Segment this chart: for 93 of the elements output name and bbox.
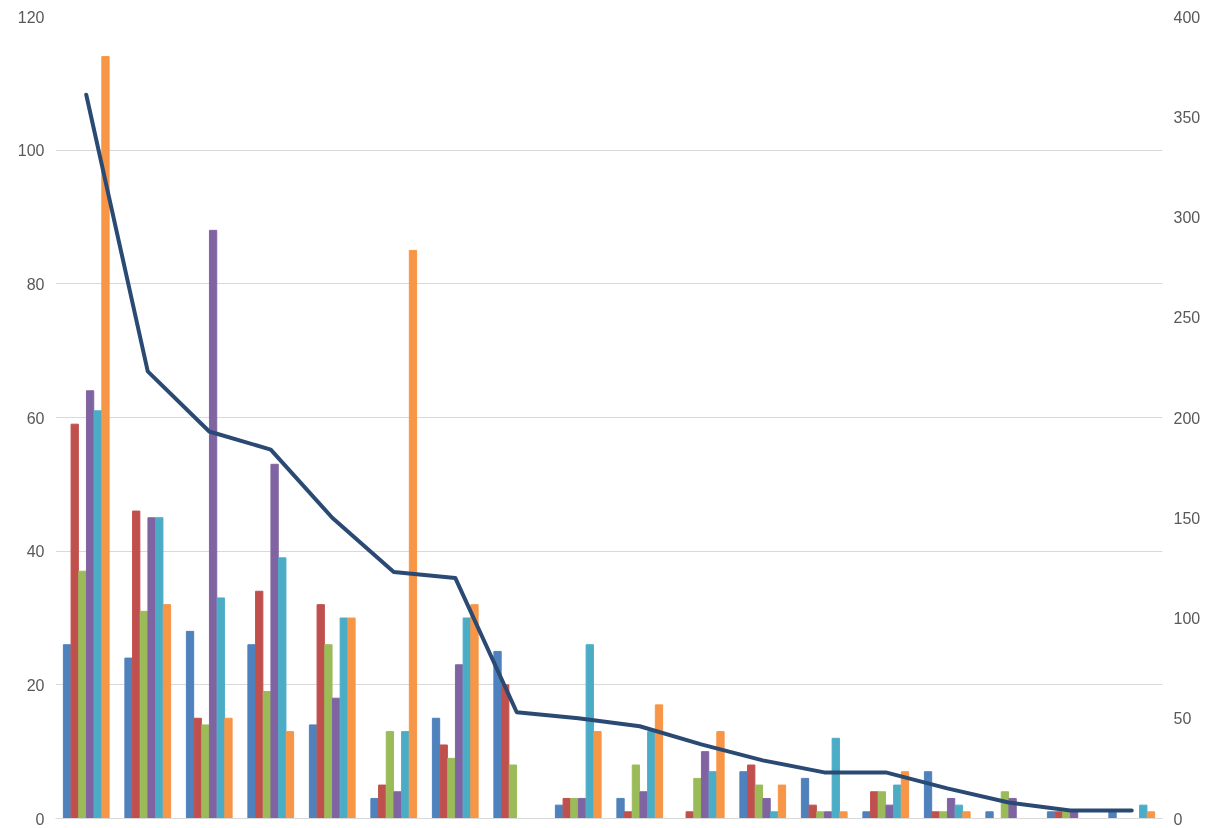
bar [616, 797, 625, 819]
bar [132, 510, 141, 819]
bar [70, 423, 79, 819]
bar [647, 731, 656, 819]
bar [893, 784, 902, 819]
y-tick-label: 0 [35, 810, 45, 828]
bar [939, 811, 948, 819]
bar [885, 804, 894, 819]
bar [501, 684, 510, 819]
bar [101, 56, 110, 819]
bar [155, 517, 164, 819]
bar [716, 731, 725, 819]
bar [839, 811, 848, 819]
bar [562, 797, 571, 819]
bar [201, 724, 210, 819]
bar [124, 657, 133, 819]
bar [224, 717, 233, 819]
bar [831, 737, 840, 819]
bar [393, 791, 402, 819]
bar [931, 811, 940, 819]
bar [278, 557, 287, 819]
bar [754, 784, 764, 819]
bar [285, 731, 295, 819]
bar [439, 744, 448, 819]
bar [193, 717, 202, 819]
bar [639, 791, 648, 819]
bar [78, 570, 87, 819]
bar [962, 811, 971, 819]
bar [693, 777, 702, 819]
bar [347, 617, 356, 819]
bar [1146, 811, 1156, 819]
bar [378, 784, 387, 819]
bar [816, 811, 825, 819]
bar [462, 617, 471, 819]
bar [985, 811, 994, 819]
bar [185, 630, 195, 819]
bar [800, 777, 810, 819]
bar [954, 804, 963, 819]
bar [877, 791, 887, 819]
bar [585, 644, 594, 819]
bar [508, 764, 518, 819]
bar [654, 704, 664, 819]
bar [316, 604, 325, 819]
y-tick-label: 100 [17, 142, 45, 160]
bar [216, 597, 225, 819]
y2-tick-label: 300 [1173, 209, 1201, 226]
bar [370, 797, 379, 819]
bar [447, 757, 456, 819]
y2-tick-label: 100 [1173, 610, 1201, 627]
y-tick-label: 60 [26, 409, 45, 427]
bar [593, 731, 602, 819]
bar [1139, 804, 1148, 819]
bar [739, 771, 748, 819]
bar [247, 644, 256, 819]
y-tick-label: 80 [26, 275, 45, 293]
bar [162, 604, 172, 819]
bar [631, 764, 641, 819]
bar [624, 811, 633, 819]
bar [747, 764, 756, 819]
y2-tick-label: 0 [1173, 810, 1183, 828]
y-tick-label: 20 [26, 676, 45, 694]
bar [470, 604, 479, 819]
y2-tick-label: 250 [1173, 309, 1201, 327]
bar [762, 797, 771, 819]
bar [208, 229, 218, 819]
bar [93, 410, 102, 819]
bar [270, 463, 279, 819]
y-tick-label: 40 [26, 543, 45, 561]
bar [147, 517, 156, 819]
y2-tick-label: 350 [1173, 108, 1201, 126]
bar [493, 650, 502, 819]
bar [862, 811, 871, 819]
bar [1054, 811, 1063, 819]
y2-tick-label: 200 [1173, 409, 1201, 427]
bar [870, 791, 879, 819]
bar [324, 644, 333, 819]
bar [255, 590, 264, 819]
bar [570, 797, 579, 819]
bar [408, 249, 418, 819]
y2-tick-label: 150 [1173, 509, 1201, 527]
bar [401, 731, 410, 819]
bar [777, 784, 787, 819]
bar [1108, 811, 1117, 819]
line-series [84, 92, 1134, 813]
y2-tick-label: 50 [1173, 710, 1192, 728]
bar [708, 771, 717, 819]
y-tick-label: 120 [17, 8, 45, 26]
bar [339, 617, 348, 819]
y2-tick-label: 400 [1173, 8, 1201, 26]
bar [685, 811, 694, 819]
bar [770, 811, 779, 819]
bar [385, 731, 395, 819]
bar [808, 804, 817, 819]
